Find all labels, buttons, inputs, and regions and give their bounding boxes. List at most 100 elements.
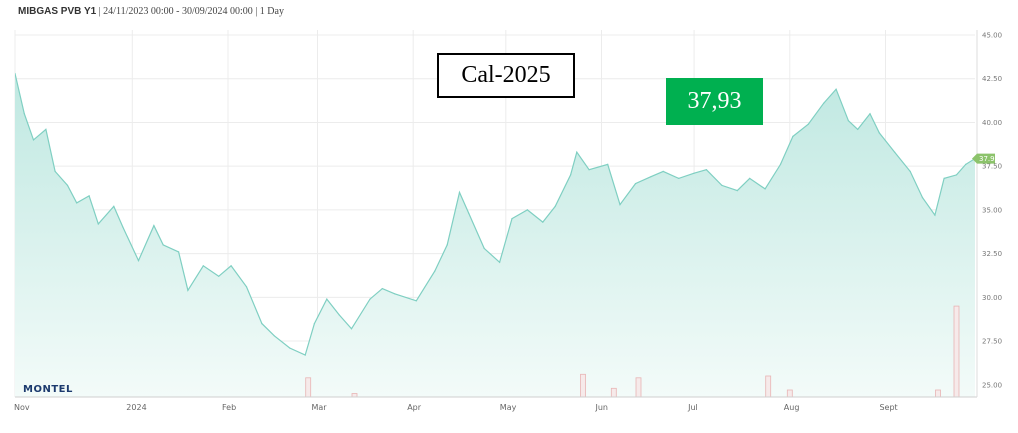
price-point <box>178 251 180 253</box>
price-point <box>878 132 880 134</box>
x-tick-label: 2024 <box>126 403 146 412</box>
price-point <box>88 195 90 197</box>
chart-header: MIBGAS PVB Y1 | 24/11/2023 00:00 - 30/09… <box>18 6 284 20</box>
y-tick-label: 32.50 <box>982 250 1002 258</box>
x-tick-label: Nov <box>14 403 30 412</box>
price-point <box>458 191 461 193</box>
price-point <box>261 323 263 325</box>
last-price-marker <box>972 153 995 164</box>
price-point <box>921 197 924 199</box>
volume-bar <box>953 305 960 398</box>
price-point <box>415 300 417 302</box>
price-point <box>764 188 766 190</box>
price-point <box>554 205 556 207</box>
y-tick-label: 40.00 <box>982 119 1002 127</box>
price-point <box>779 163 782 165</box>
price-point <box>76 202 78 204</box>
price-point <box>955 174 958 176</box>
price-point <box>869 113 871 115</box>
price-point <box>289 347 291 349</box>
price-point <box>218 275 220 277</box>
price-point <box>511 218 513 220</box>
price-point <box>607 163 609 165</box>
y-tick-label: 45.00 <box>982 32 1002 40</box>
price-point <box>66 184 69 186</box>
price-point <box>304 354 306 356</box>
price-point <box>678 177 680 179</box>
volume-bar <box>351 393 358 398</box>
price-point <box>721 184 723 186</box>
price-point <box>230 265 232 267</box>
x-tick-label: Sept <box>879 403 897 412</box>
price-point <box>446 244 448 246</box>
price-point <box>434 270 436 272</box>
volume-bar <box>580 373 586 398</box>
price-point <box>894 151 896 153</box>
y-tick-label: 37.50 <box>982 163 1002 171</box>
price-point <box>835 88 837 90</box>
price-point <box>394 293 396 295</box>
price-point <box>662 170 664 172</box>
price-point <box>705 169 708 171</box>
x-tick-label: May <box>500 403 517 412</box>
price-point <box>97 223 99 225</box>
y-tick-label: 25.00 <box>982 381 1002 389</box>
price-point <box>245 286 248 288</box>
price-point <box>576 151 578 153</box>
price-point <box>137 260 140 262</box>
price-area <box>15 73 975 397</box>
volume-bar <box>635 377 642 398</box>
price-point <box>153 225 155 227</box>
price-point <box>943 177 945 179</box>
price-point <box>847 120 850 122</box>
price-point <box>650 176 652 178</box>
price-point <box>749 177 751 179</box>
price-point <box>113 205 115 207</box>
y-tick-label: 42.50 <box>982 75 1002 83</box>
price-point <box>542 221 544 223</box>
price-point <box>499 261 501 263</box>
price-point <box>313 323 315 325</box>
price-point <box>273 335 275 337</box>
price-point <box>619 204 621 206</box>
x-tick-label: Jun <box>594 403 608 412</box>
price-point <box>588 169 590 171</box>
x-tick-label: Mar <box>312 403 328 412</box>
date-range: | 24/11/2023 00:00 - 30/09/2024 00:00 | … <box>96 6 284 17</box>
price-label-box: 37,93 <box>666 78 763 125</box>
price-point <box>807 123 809 125</box>
price-point <box>526 209 529 211</box>
volume-bar <box>610 387 617 398</box>
price-point <box>369 298 371 300</box>
price-point <box>202 265 204 267</box>
price-point <box>570 174 572 176</box>
price-point <box>23 113 25 115</box>
volume-bar <box>765 375 772 398</box>
price-point <box>792 135 794 137</box>
price-point <box>162 244 164 246</box>
y-tick-label: 35.00 <box>982 206 1002 214</box>
volume-bar <box>786 389 793 398</box>
price-point <box>483 247 485 249</box>
x-tick-label: Jul <box>687 403 698 412</box>
x-tick-label: Aug <box>784 403 800 412</box>
price-line <box>15 73 975 356</box>
price-point <box>350 328 353 330</box>
price-point <box>634 183 637 185</box>
y-tick-label: 30.00 <box>982 294 1002 302</box>
price-point <box>54 170 56 172</box>
price-point <box>122 226 124 228</box>
x-tick-label: Apr <box>407 403 422 412</box>
y-tick-label: 27.50 <box>982 338 1002 346</box>
price-point <box>187 289 189 291</box>
price-point <box>934 214 936 216</box>
price-point <box>736 190 738 192</box>
instrument-name: MIBGAS PVB Y1 <box>18 6 97 17</box>
x-tick-label: Feb <box>222 403 236 412</box>
price-point <box>15 72 16 75</box>
last-price-label: 37.93 <box>979 155 999 163</box>
montel-logo: MONTEL <box>23 384 73 395</box>
price-point <box>857 128 859 130</box>
price-point <box>909 170 911 172</box>
